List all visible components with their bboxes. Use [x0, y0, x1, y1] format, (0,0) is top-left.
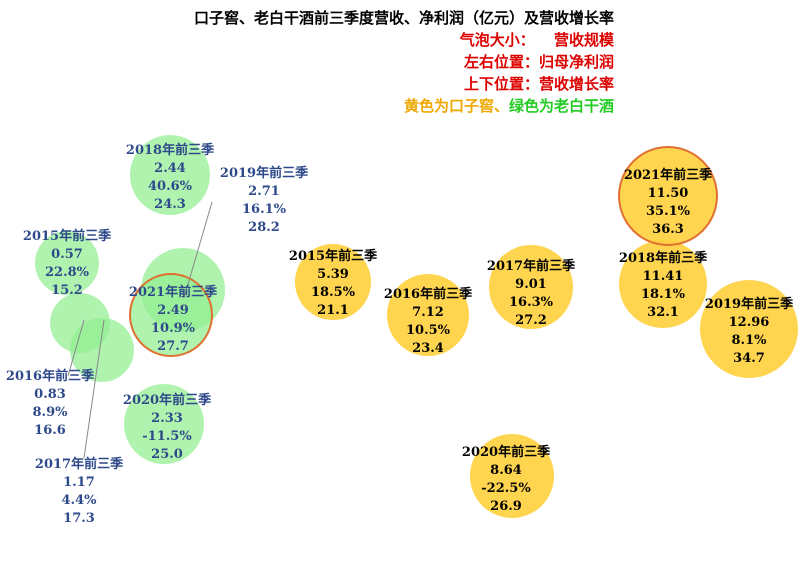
label-group-lbg-2018: 2018年前三季 2.44 40.6% 24.3	[126, 142, 214, 212]
label-profit-kzj-2020: 8.64	[490, 463, 522, 478]
label-period-kzj-2015: 2015年前三季	[289, 248, 377, 264]
label-group-lbg-2021: 2021年前三季 2.49 10.9% 27.7	[129, 284, 217, 354]
label-revenue-lbg-2015: 15.2	[51, 283, 83, 298]
label-period-lbg-2021: 2021年前三季	[129, 284, 217, 300]
label-period-lbg-2016: 2016年前三季	[6, 368, 94, 384]
label-period-lbg-2019: 2019年前三季	[220, 165, 308, 181]
label-growth-lbg-2020: -11.5%	[142, 429, 192, 444]
bubble-lbg-2020	[124, 384, 204, 464]
label-growth-lbg-2019: 16.1%	[242, 202, 287, 217]
label-revenue-lbg-2018: 24.3	[154, 197, 186, 212]
label-revenue-kzj-2016: 23.4	[412, 341, 444, 356]
legend-size-label: 气泡大小：	[459, 31, 535, 49]
label-group-lbg-2017: 2017年前三季 1.17 4.4% 17.3	[35, 456, 123, 526]
label-growth-kzj-2021: 35.1%	[646, 204, 691, 219]
bubble-kzj-2017	[489, 245, 573, 329]
label-profit-kzj-2018: 11.41	[643, 269, 684, 284]
label-group-kzj-2015: 2015年前三季 5.39 18.5% 21.1	[289, 248, 377, 318]
label-revenue-kzj-2019: 34.7	[733, 351, 765, 366]
label-profit-kzj-2016: 7.12	[412, 305, 444, 320]
bubble-kzj-2019	[700, 280, 798, 378]
label-revenue-kzj-2018: 32.1	[647, 305, 679, 320]
legend-x-note: 左右位置：归母净利润	[463, 53, 614, 71]
label-profit-lbg-2015: 0.57	[51, 247, 83, 262]
bubble-kzj-2015	[295, 244, 371, 320]
label-profit-lbg-2017: 1.17	[63, 475, 95, 490]
label-growth-kzj-2015: 18.5%	[311, 285, 356, 300]
label-period-kzj-2019: 2019年前三季	[705, 296, 793, 312]
label-group-kzj-2018: 2018年前三季 11.41 18.1% 32.1	[619, 250, 707, 320]
label-period-kzj-2017: 2017年前三季	[487, 258, 575, 274]
label-period-kzj-2018: 2018年前三季	[619, 250, 707, 266]
label-profit-kzj-2017: 9.01	[515, 277, 547, 292]
legend-color-line: 黄色为口子窖、绿色为老白干酒	[404, 97, 614, 115]
label-group-lbg-2016: 2016年前三季 0.83 8.9% 16.6	[6, 368, 94, 438]
leader-line-lbg-2016	[67, 319, 85, 377]
label-growth-lbg-2015: 22.8%	[45, 265, 90, 280]
label-period-lbg-2020: 2020年前三季	[123, 392, 211, 408]
label-growth-kzj-2019: 8.1%	[732, 333, 768, 348]
label-profit-lbg-2020: 2.33	[151, 411, 183, 426]
label-period-lbg-2018: 2018年前三季	[126, 142, 214, 158]
label-growth-lbg-2017: 4.4%	[62, 493, 98, 508]
label-group-lbg-2020: 2020年前三季 2.33 -11.5% 25.0	[123, 392, 211, 462]
label-group-lbg-2019: 2019年前三季 2.71 16.1% 28.2	[220, 165, 308, 235]
label-revenue-kzj-2017: 27.2	[515, 313, 547, 328]
bubbles-layer	[35, 135, 798, 518]
label-profit-lbg-2018: 2.44	[154, 161, 186, 176]
label-revenue-lbg-2019: 28.2	[248, 220, 280, 235]
bubble-kzj-2021	[618, 146, 718, 246]
bubble-labels: 2015年前三季 5.39 18.5% 21.1 2016年前三季 7.12 10.5% 23…	[6, 142, 793, 526]
label-profit-kzj-2015: 5.39	[317, 267, 349, 282]
label-period-kzj-2021: 2021年前三季	[624, 167, 712, 183]
label-period-lbg-2015: 2015年前三季	[23, 228, 111, 244]
label-group-kzj-2020: 2020年前三季 8.64 -22.5% 26.9	[462, 444, 550, 514]
label-group-kzj-2016: 2016年前三季 7.12 10.5% 23.4	[384, 286, 472, 356]
chart-title: 口子窖、老白干酒前三季度营收、净利润（亿元）及营收增长率	[194, 9, 614, 27]
bubble-kzj-2016	[387, 274, 469, 356]
legend-size-line: 气泡大小： 营收规模	[459, 31, 615, 49]
bubble-lbg-2017	[70, 318, 134, 382]
leader-line-lbg-2019	[183, 201, 213, 299]
label-profit-kzj-2019: 12.96	[729, 315, 770, 330]
label-growth-lbg-2021: 10.9%	[151, 321, 196, 336]
label-growth-kzj-2016: 10.5%	[406, 323, 451, 338]
label-growth-lbg-2016: 8.9%	[33, 405, 69, 420]
bubble-lbg-2021	[129, 273, 213, 357]
label-growth-kzj-2018: 18.1%	[641, 287, 686, 302]
bubble-kzj-2020	[470, 434, 554, 518]
label-growth-kzj-2020: -22.5%	[481, 481, 531, 496]
label-growth-lbg-2018: 40.6%	[148, 179, 193, 194]
bubble-kzj-2018	[619, 240, 707, 328]
label-period-lbg-2017: 2017年前三季	[35, 456, 123, 472]
label-profit-lbg-2016: 0.83	[34, 387, 66, 402]
label-revenue-lbg-2021: 27.7	[157, 339, 189, 354]
label-period-kzj-2016: 2016年前三季	[384, 286, 472, 302]
label-group-lbg-2015: 2015年前三季 0.57 22.8% 15.2	[23, 228, 111, 298]
label-revenue-kzj-2020: 26.9	[490, 499, 522, 514]
leader-line-lbg-2017	[83, 319, 105, 459]
leader-lines	[67, 201, 213, 459]
label-profit-lbg-2021: 2.49	[157, 303, 189, 318]
label-profit-lbg-2019: 2.71	[248, 184, 280, 199]
label-group-kzj-2019: 2019年前三季 12.96 8.1% 34.7	[705, 296, 793, 366]
bubble-lbg-2015	[35, 231, 99, 295]
label-group-kzj-2021: 2021年前三季 11.50 35.1% 36.3	[624, 167, 712, 237]
label-growth-kzj-2017: 16.3%	[509, 295, 554, 310]
legend-y-note: 上下位置：营收增长率	[464, 75, 614, 93]
legend-color-green: 绿色为老白干酒	[509, 97, 614, 115]
label-revenue-lbg-2017: 17.3	[63, 511, 95, 526]
label-revenue-kzj-2021: 36.3	[652, 222, 684, 237]
legend-size-value: 营收规模	[554, 31, 615, 49]
label-revenue-lbg-2016: 16.6	[34, 423, 66, 438]
label-group-kzj-2017: 2017年前三季 9.01 16.3% 27.2	[487, 258, 575, 328]
legend-color-yellow: 黄色为口子窖、	[404, 97, 509, 115]
label-period-kzj-2020: 2020年前三季	[462, 444, 550, 460]
label-profit-kzj-2021: 11.50	[648, 186, 689, 201]
bubble-lbg-2018	[130, 135, 210, 215]
label-revenue-lbg-2020: 25.0	[151, 447, 183, 462]
label-revenue-kzj-2015: 21.1	[317, 303, 349, 318]
